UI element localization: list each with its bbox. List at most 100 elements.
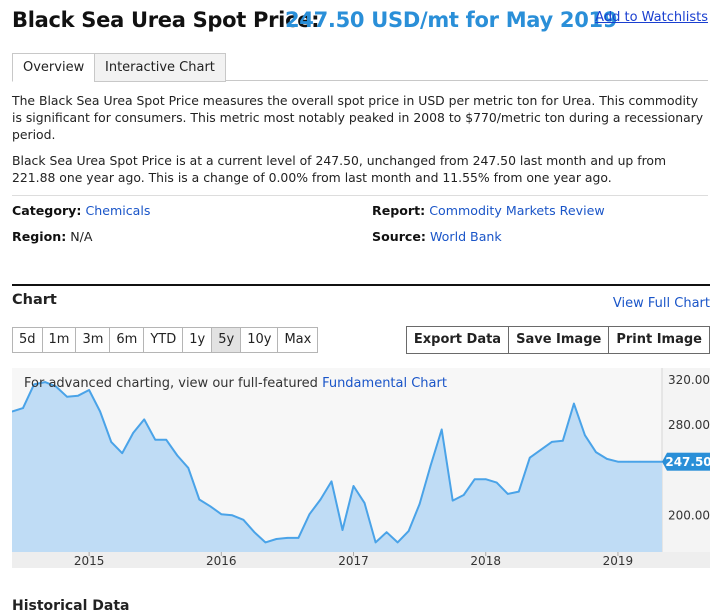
range-1m-button[interactable]: 1m <box>41 327 77 353</box>
save-image-button[interactable]: Save Image <box>508 326 610 354</box>
data-point <box>462 494 465 496</box>
data-point <box>253 531 256 533</box>
range-10y-button[interactable]: 10y <box>240 327 279 353</box>
current-value-label: 247.50 <box>665 455 710 469</box>
data-point <box>297 537 300 539</box>
range-5y-button[interactable]: 5y <box>211 327 242 353</box>
add-to-watchlists-link[interactable]: Add to Watchlists <box>595 10 708 25</box>
data-point <box>495 481 498 484</box>
data-point <box>473 478 476 480</box>
data-point <box>606 458 608 460</box>
price-chart[interactable]: 200.00 280.00 320.00 2015 2016 2017 2018 2019 24… <box>12 368 710 568</box>
range-5d-button[interactable]: 5d <box>12 327 43 353</box>
data-point <box>440 428 443 431</box>
chart-actions: Export Data Save Image Print Image <box>405 326 710 354</box>
tab-overview[interactable]: Overview <box>12 53 96 82</box>
y-tick-label: 200.00 <box>668 508 710 522</box>
range-6m-button[interactable]: 6m <box>109 327 145 353</box>
series-line <box>12 381 662 544</box>
data-point <box>319 498 322 501</box>
data-point <box>396 541 399 544</box>
range-max-button[interactable]: Max <box>277 327 319 353</box>
category-label: Category: <box>12 203 82 218</box>
data-point <box>352 485 355 487</box>
range-selector: 5d 1m 3m 6m YTD 1y 5y 10y Max <box>12 327 319 353</box>
source-link[interactable]: World Bank <box>429 229 502 244</box>
data-point <box>220 513 223 515</box>
data-point <box>529 456 531 459</box>
data-point <box>275 538 278 540</box>
data-point <box>22 407 24 409</box>
report-link[interactable]: Commodity Markets Review <box>429 203 605 218</box>
data-point <box>595 451 597 453</box>
data-point <box>551 441 553 443</box>
x-tick-label: 2019 <box>603 554 634 568</box>
description-paragraph: The Black Sea Urea Spot Price measures t… <box>12 93 704 142</box>
range-3m-button[interactable]: 3m <box>75 327 111 353</box>
chart-notice-text: For advanced charting, view our full-fea… <box>24 376 318 391</box>
data-point <box>507 493 509 495</box>
range-ytd-button[interactable]: YTD <box>143 327 184 353</box>
x-axis-background <box>12 552 710 568</box>
data-point <box>650 460 652 463</box>
data-point <box>231 514 234 517</box>
report-label: Report: <box>372 203 426 218</box>
data-point <box>562 440 564 442</box>
data-point <box>330 480 333 483</box>
tab-bar: Overview Interactive Chart <box>12 53 708 82</box>
export-data-button[interactable]: Export Data <box>405 326 510 354</box>
y-tick-label: 280.00 <box>668 418 710 432</box>
current-value-tag-arrow <box>662 452 667 471</box>
range-1y-button[interactable]: 1y <box>182 327 213 353</box>
region-row: Region: N/A <box>12 229 93 244</box>
data-point <box>451 499 454 502</box>
chart-heading: Chart <box>12 292 57 308</box>
data-point <box>110 441 112 443</box>
x-tick-label: 2016 <box>206 554 237 568</box>
data-point <box>407 530 410 532</box>
data-point <box>143 418 145 421</box>
source-label: Source: <box>372 229 426 244</box>
region-value: N/A <box>70 229 93 244</box>
metadata-table: Category: Chemicals Report: Commodity Ma… <box>12 195 708 247</box>
data-point <box>132 432 134 434</box>
current-value-tag <box>667 452 710 471</box>
historical-data-heading: Historical Data <box>12 598 130 614</box>
data-point <box>66 396 68 398</box>
data-point <box>154 438 156 441</box>
data-point <box>209 505 212 508</box>
chart-section-header: Chart View Full Chart <box>12 286 710 316</box>
tab-interactive-chart[interactable]: Interactive Chart <box>94 53 226 82</box>
data-point <box>198 498 201 501</box>
data-point <box>264 541 267 544</box>
chart-notice: For advanced charting, view our full-fea… <box>24 376 447 391</box>
price-chart-svg: 200.00 280.00 320.00 2015 2016 2017 2018 2019 24… <box>12 368 710 568</box>
description: The Black Sea Urea Spot Price measures t… <box>12 92 708 186</box>
view-full-chart-link[interactable]: View Full Chart <box>612 296 710 311</box>
x-tick-label: 2018 <box>470 554 501 568</box>
data-point <box>242 519 245 521</box>
data-point <box>617 460 619 463</box>
x-tick-label: 2017 <box>338 554 369 568</box>
data-point <box>363 502 366 504</box>
data-point <box>584 434 586 436</box>
category-link[interactable]: Chemicals <box>85 203 151 218</box>
region-label: Region: <box>12 229 67 244</box>
print-image-button[interactable]: Print Image <box>608 326 710 354</box>
data-point <box>484 478 487 480</box>
data-point <box>385 531 388 533</box>
fundamental-chart-link[interactable]: Fundamental Chart <box>322 376 447 391</box>
data-point <box>341 529 344 531</box>
data-point <box>286 537 289 539</box>
data-point <box>308 513 311 515</box>
category-row: Category: Chemicals <box>12 203 150 218</box>
data-point <box>418 503 421 505</box>
data-point <box>429 464 432 467</box>
source-row: Source: World Bank <box>372 229 502 244</box>
y-tick-label: 320.00 <box>668 373 710 387</box>
data-point <box>518 490 520 493</box>
data-point <box>187 467 190 469</box>
data-point <box>573 402 575 405</box>
data-point <box>165 438 167 441</box>
report-row: Report: Commodity Markets Review <box>372 203 605 218</box>
